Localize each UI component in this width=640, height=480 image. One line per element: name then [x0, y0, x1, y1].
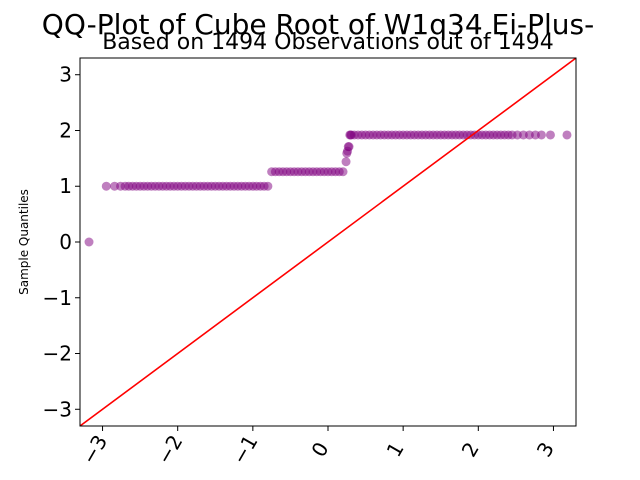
y-tick-label: 2: [59, 118, 72, 142]
data-point: [263, 181, 273, 191]
data-point: [341, 157, 351, 167]
data-point: [338, 167, 348, 177]
data-point: [545, 130, 555, 140]
y-axis-ticks: −3 −2 −1 0 1 2 3: [43, 63, 80, 421]
data-point: [536, 130, 546, 140]
y-tick-label: −3: [43, 397, 72, 421]
y-tick-label: −2: [43, 342, 72, 366]
y-axis-label: Sample Quantiles: [17, 189, 31, 295]
data-point: [101, 181, 111, 191]
y-tick-label: 3: [59, 63, 72, 87]
y-tick-label: 0: [59, 230, 72, 254]
data-points: [84, 130, 572, 247]
data-point: [562, 130, 572, 140]
data-point: [84, 237, 94, 247]
y-tick-label: −1: [43, 286, 72, 310]
plot-area: [80, 58, 576, 426]
chart-subtitle: Based on 1494 Observations out of 1494: [102, 30, 554, 55]
y-tick-label: 1: [59, 174, 72, 198]
data-point: [344, 142, 354, 152]
chart-title: QQ-Plot of Cube Root of W1q34 Ei-Plus-: [42, 8, 594, 41]
reference-line: [80, 58, 576, 426]
